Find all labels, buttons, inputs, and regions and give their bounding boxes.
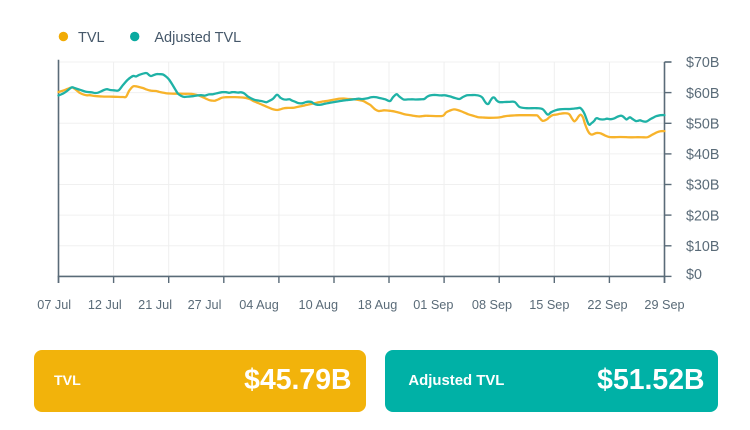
svg-text:15 Sep: 15 Sep — [529, 298, 569, 312]
svg-text:08 Sep: 08 Sep — [472, 298, 512, 312]
svg-text:Adjusted TVL: Adjusted TVL — [154, 30, 241, 46]
svg-text:$0: $0 — [686, 267, 702, 283]
svg-text:12 Jul: 12 Jul — [88, 298, 122, 312]
svg-text:$20B: $20B — [686, 208, 719, 224]
svg-text:07 Jul: 07 Jul — [37, 298, 71, 312]
svg-text:$70B: $70B — [686, 55, 719, 71]
svg-text:$10B: $10B — [686, 239, 719, 255]
svg-text:21 Jul: 21 Jul — [138, 298, 172, 312]
svg-text:22 Sep: 22 Sep — [587, 298, 627, 312]
svg-text:01 Sep: 01 Sep — [413, 298, 453, 312]
svg-text:$50B: $50B — [686, 117, 719, 133]
svg-text:TVL: TVL — [78, 30, 105, 46]
svg-text:$60B: $60B — [686, 86, 719, 102]
svg-text:$30B: $30B — [686, 178, 719, 194]
svg-text:04 Aug: 04 Aug — [239, 298, 279, 312]
svg-text:27 Jul: 27 Jul — [188, 298, 222, 312]
svg-text:29 Sep: 29 Sep — [644, 298, 684, 312]
svg-text:$40B: $40B — [686, 147, 719, 163]
svg-text:10 Aug: 10 Aug — [299, 298, 339, 312]
svg-text:18 Aug: 18 Aug — [358, 298, 398, 312]
